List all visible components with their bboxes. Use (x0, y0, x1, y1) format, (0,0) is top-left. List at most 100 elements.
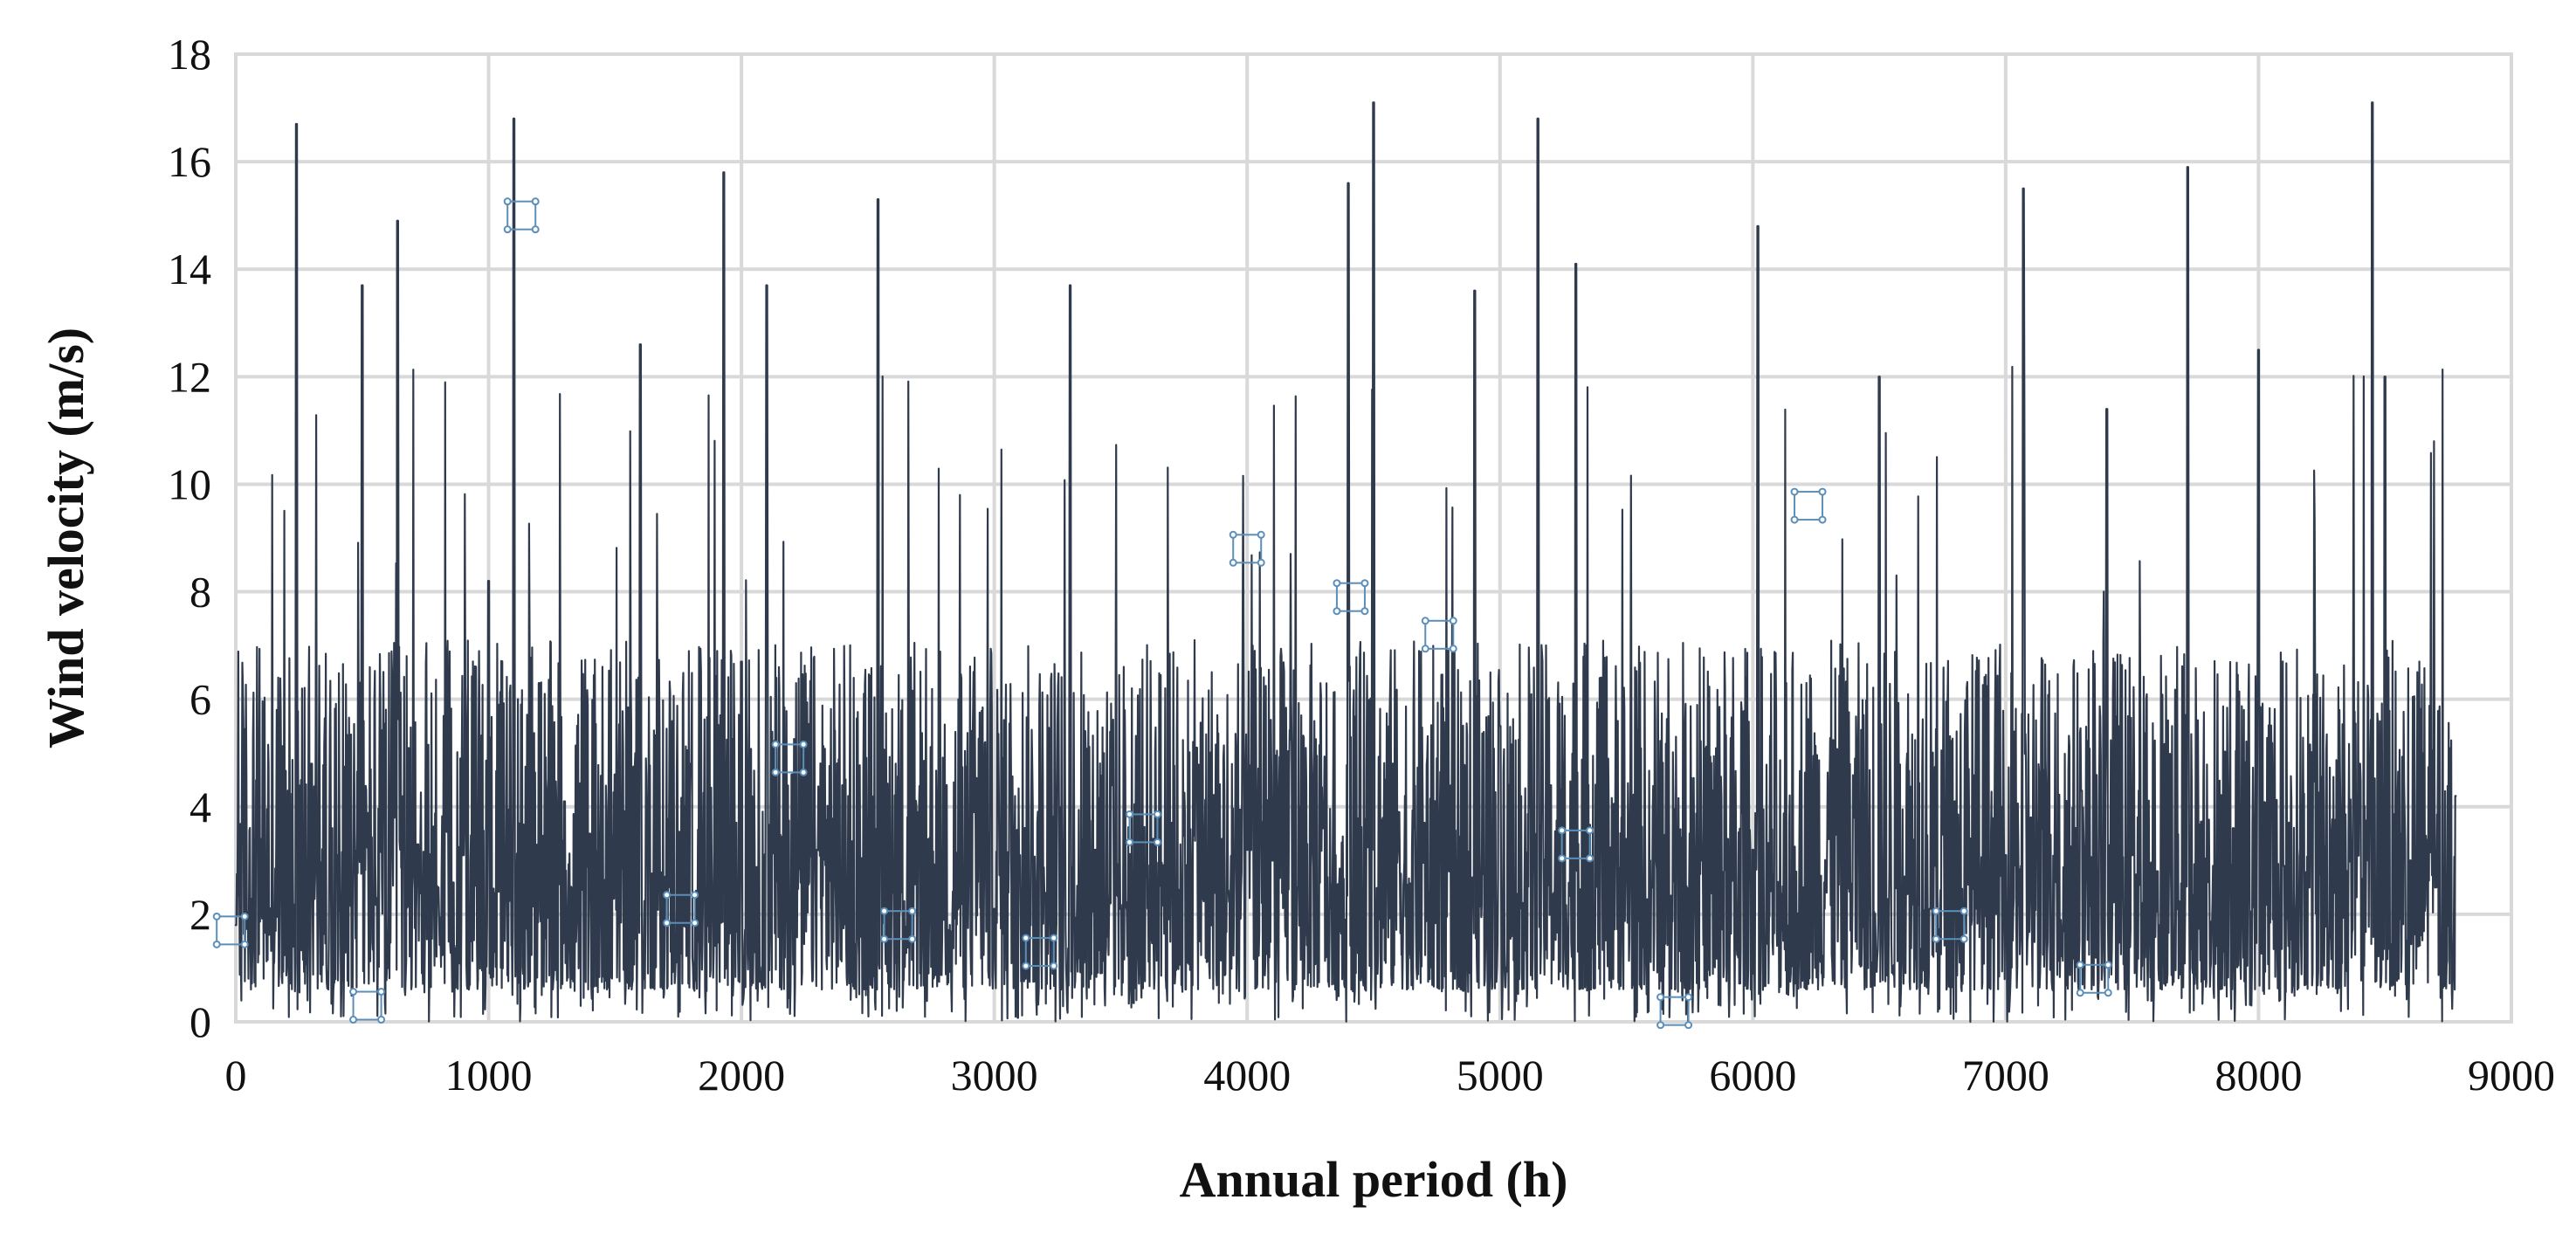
y-axis-ticks: 0 2 4 6 8 10 12 14 16 18 (168, 30, 211, 1046)
data-point (2187, 166, 2189, 169)
data-point (1574, 262, 1577, 265)
data-point (2022, 187, 2025, 190)
data-point (2434, 886, 2437, 889)
data-point (513, 117, 515, 121)
data-point (2384, 376, 2387, 378)
x-tick-label: 1000 (445, 1051, 533, 1100)
x-tick-label: 5000 (1457, 1051, 1544, 1100)
data-point (234, 924, 238, 927)
x-tick-label: 0 (225, 1051, 247, 1100)
data-point (2408, 859, 2412, 862)
y-tick-label: 16 (168, 137, 211, 186)
selection-handle (1229, 530, 1265, 567)
data-point (968, 880, 970, 884)
data-point (1170, 822, 1173, 824)
data-point (563, 800, 566, 803)
data-point (2359, 762, 2361, 765)
data-point (1625, 838, 1628, 840)
data-point (487, 580, 490, 583)
data-point (816, 848, 819, 852)
data-point (2257, 348, 2260, 351)
data-point (589, 832, 591, 835)
data-point (2105, 408, 2108, 410)
y-tick-label: 2 (189, 890, 211, 939)
selection-handle (349, 988, 386, 1024)
x-tick-label: 3000 (951, 1051, 1038, 1100)
selection-handle (1022, 934, 1058, 970)
data-point (1448, 870, 1451, 872)
data-point (2232, 827, 2235, 830)
data-point (1473, 289, 1477, 293)
selection-handle (1932, 907, 1968, 943)
selection-handle (1656, 993, 1693, 1030)
data-point (765, 284, 768, 286)
data-point (1119, 907, 1122, 910)
wind-velocity-series (235, 101, 2456, 1024)
data-point (614, 773, 616, 776)
data-point (1397, 810, 1401, 814)
data-point (1422, 822, 1426, 824)
selection-handle (880, 907, 917, 943)
data-point (1043, 892, 1046, 894)
data-point (2371, 101, 2373, 104)
data-point (462, 853, 465, 857)
y-tick-label: 14 (168, 245, 211, 293)
data-point (310, 762, 313, 765)
data-point (1953, 800, 1957, 803)
data-point (295, 122, 298, 126)
data-point (2333, 892, 2336, 894)
data-point (2131, 853, 2133, 857)
data-point (1828, 838, 1830, 840)
selection-handle (1558, 826, 1595, 863)
data-point (2029, 816, 2033, 819)
x-tick-label: 4000 (1203, 1051, 1291, 1100)
data-point (538, 682, 541, 685)
data-point (917, 810, 920, 814)
selection-handle (212, 912, 249, 948)
data-point (396, 219, 399, 223)
data-point (335, 853, 339, 857)
data-point (1802, 886, 1805, 889)
y-tick-label: 0 (189, 997, 211, 1046)
y-tick-label: 10 (168, 459, 211, 508)
data-point (665, 875, 667, 878)
y-tick-label: 18 (168, 30, 211, 79)
data-point (841, 783, 844, 787)
selection-handle (503, 197, 540, 234)
data-point (690, 762, 692, 765)
y-axis-title: Wind velocity (m/s) (38, 328, 94, 748)
series-layer (234, 101, 2457, 1024)
y-tick-label: 4 (189, 783, 211, 831)
selection-handle (2076, 961, 2112, 997)
data-point (2283, 865, 2285, 867)
data-point (1600, 676, 1602, 679)
selection-handle (771, 740, 808, 776)
data-point (417, 843, 419, 846)
data-point (1321, 827, 1325, 830)
y-tick-label: 8 (189, 568, 211, 617)
plot-area-frame (234, 52, 2513, 1024)
x-axis-title: Annual period (h) (1180, 1151, 1568, 1208)
x-tick-label: 2000 (698, 1051, 785, 1100)
data-point (1756, 224, 1760, 228)
data-point (2308, 886, 2311, 889)
data-point (2055, 880, 2057, 884)
x-tick-label: 7000 (1962, 1051, 2049, 1100)
data-point (1752, 848, 1754, 852)
data-point (1094, 848, 1097, 852)
data-point (1347, 182, 1350, 184)
data-point (1372, 101, 1375, 104)
data-point (1246, 848, 1249, 852)
data-point (1676, 827, 1678, 830)
data-point (1701, 859, 1704, 862)
data-point (2455, 795, 2457, 797)
data-point (1928, 907, 1932, 910)
data-point (740, 660, 743, 663)
data-point (722, 171, 726, 174)
data-point (1296, 886, 1299, 889)
data-point (1221, 838, 1223, 840)
x-tick-label: 8000 (2214, 1051, 2302, 1100)
selection-handle (663, 891, 699, 927)
data-point (2080, 790, 2083, 792)
y-tick-label: 12 (168, 352, 211, 401)
